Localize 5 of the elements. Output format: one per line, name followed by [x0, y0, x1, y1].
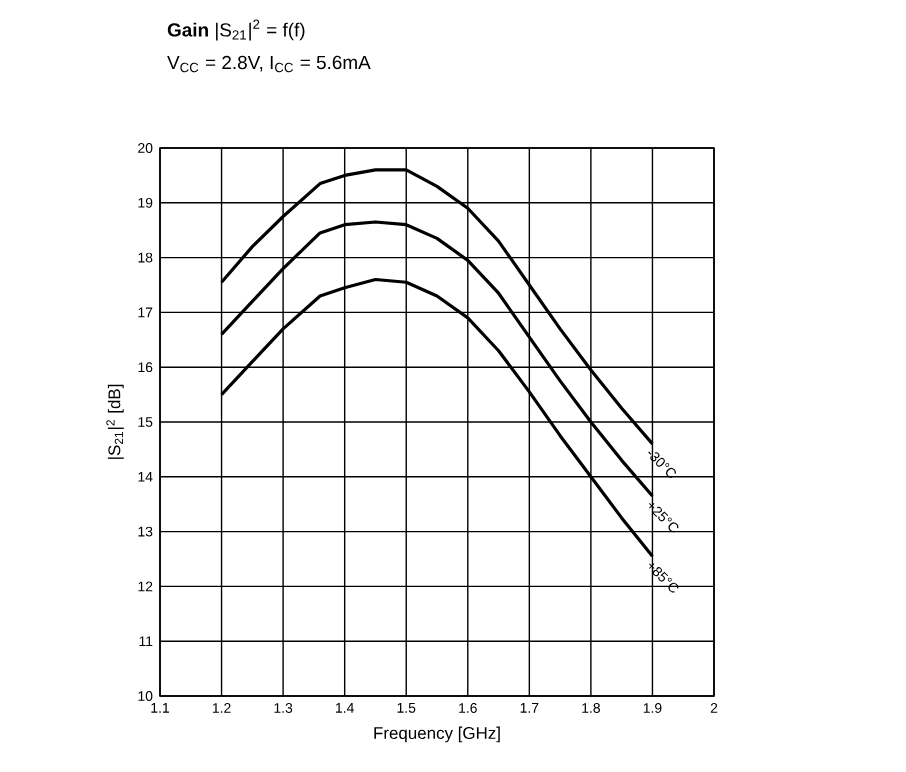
line-series [219, 168, 655, 446]
y-axis-title: |S$_{21}$|$^{2}$ [dB] [106, 384, 124, 459]
chart-title: Gain |S$_{21}$|$^{2}$ = f(f) [167, 19, 305, 41]
x-axis-title: Frequency [GHz] [374, 726, 500, 743]
chart-subtitle: V$_{CC}$ = 2.8V, I$_{CC}$ = 5.6mA [167, 55, 371, 73]
